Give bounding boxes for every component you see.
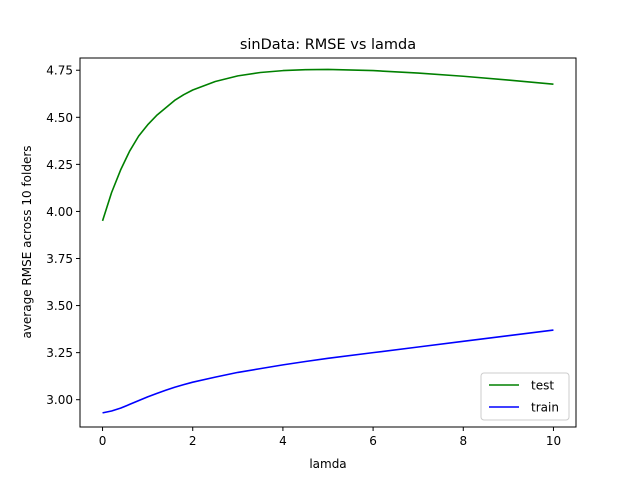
- y-axis-label: average RMSE across 10 folders: [20, 145, 34, 338]
- x-axis-label: lamda: [309, 457, 346, 471]
- legend-label-test: test: [531, 379, 554, 393]
- x-tick-label: 8: [459, 434, 467, 448]
- y-tick-label: 3.25: [46, 346, 73, 360]
- x-tick-label: 0: [99, 434, 107, 448]
- y-tick-label: 3.50: [46, 299, 73, 313]
- x-axis-ticks: 0 2 4 6 8 10: [99, 427, 561, 448]
- y-tick-label: 3.75: [46, 252, 73, 266]
- legend: test train: [480, 372, 570, 421]
- series-line-test: [101, 68, 554, 222]
- x-tick-label: 10: [546, 434, 561, 448]
- y-tick-label: 4.00: [46, 205, 73, 219]
- series-layer: [101, 68, 554, 414]
- y-tick-label: 4.25: [46, 158, 73, 172]
- plot-frame: [79, 57, 577, 428]
- x-tick-label: 2: [189, 434, 197, 448]
- y-tick-label: 3.00: [46, 393, 73, 407]
- x-tick-label: 6: [369, 434, 377, 448]
- y-tick-label: 4.50: [46, 111, 73, 125]
- y-tick-label: 4.75: [46, 64, 73, 78]
- y-axis-ticks: 3.00 3.25 3.50 3.75 4.00 4.25 4.50 4.75: [46, 64, 80, 407]
- x-tick-label: 4: [279, 434, 287, 448]
- legend-label-train: train: [531, 401, 559, 415]
- series-line-train: [102, 329, 554, 414]
- chart-title: sinData: RMSE vs lamda: [240, 37, 416, 53]
